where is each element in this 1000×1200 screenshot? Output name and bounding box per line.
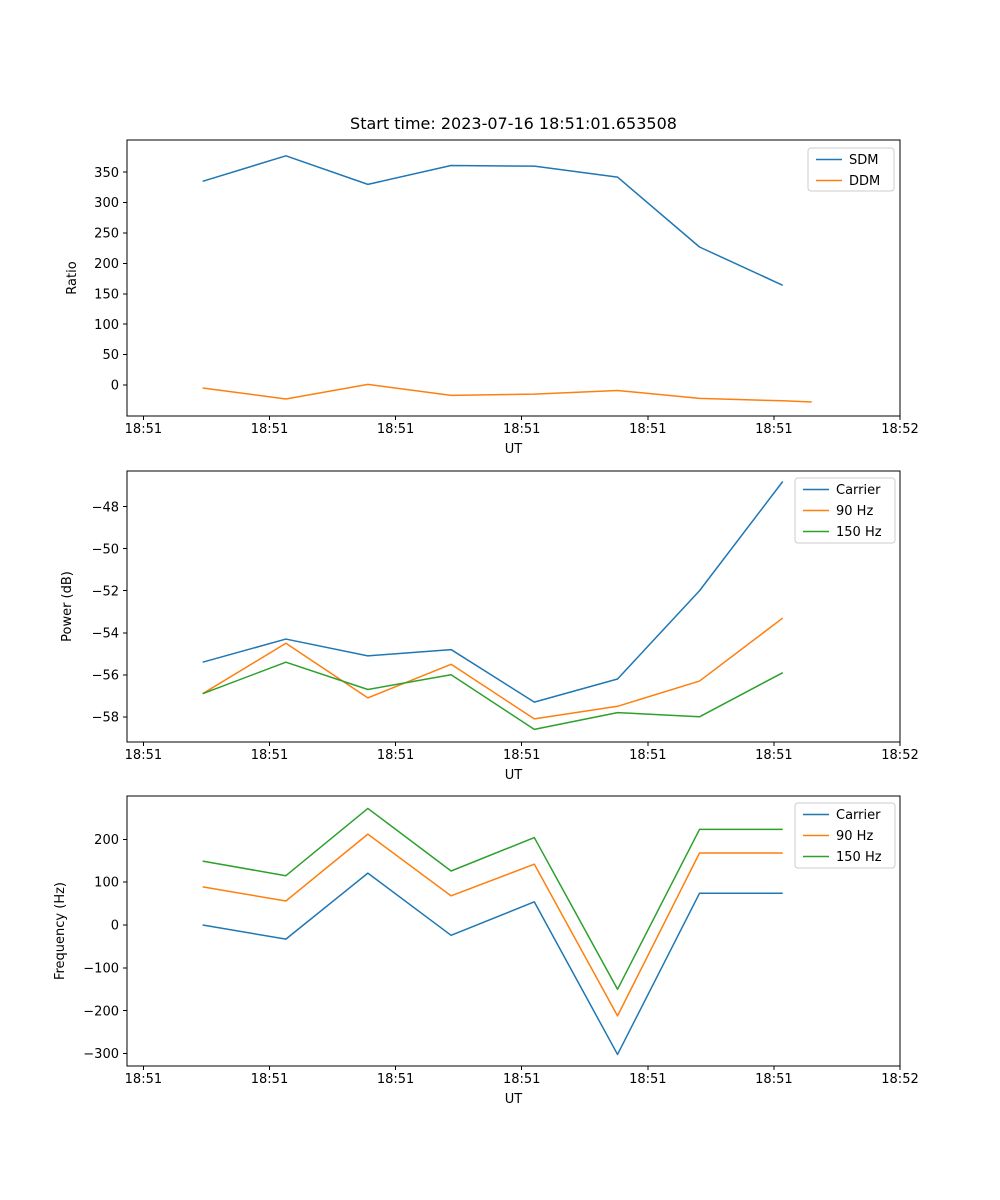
x-tick-label: 18:51 bbox=[503, 422, 540, 437]
y-tick-label: 200 bbox=[94, 257, 119, 272]
x-tick-label: 18:51 bbox=[503, 1072, 540, 1087]
y-tick-label: 300 bbox=[94, 196, 119, 211]
x-tick-label: 18:51 bbox=[377, 1072, 414, 1087]
carrier-line bbox=[202, 481, 784, 703]
ddm-line bbox=[202, 383, 812, 403]
axes-frame bbox=[126, 470, 901, 743]
x-tick-label: 18:51 bbox=[755, 748, 792, 763]
carrier-line bbox=[202, 872, 783, 1056]
legend-label-150-hz: 150 Hz bbox=[836, 850, 882, 865]
x-tick-label: 18:51 bbox=[251, 422, 288, 437]
legend-label-90-hz: 90 Hz bbox=[836, 829, 873, 844]
x-tick-label: 18:51 bbox=[125, 748, 162, 763]
x-tick-label: 18:52 bbox=[881, 1072, 918, 1087]
legend-label-90-hz: 90 Hz bbox=[836, 504, 873, 519]
x-tick-label: 18:51 bbox=[377, 748, 414, 763]
90-hz-line bbox=[202, 833, 783, 1017]
x-tick-label: 18:51 bbox=[125, 422, 162, 437]
x-tick-label: 18:51 bbox=[755, 422, 792, 437]
y-tick-label: 150 bbox=[94, 287, 119, 302]
x-tick-label: 18:52 bbox=[881, 422, 918, 437]
x-axis-label: UT bbox=[505, 768, 523, 783]
sdm-line bbox=[202, 155, 784, 286]
x-tick-label: 18:51 bbox=[251, 748, 288, 763]
y-tick-label: 0 bbox=[111, 919, 119, 934]
y-tick-label: 250 bbox=[94, 227, 119, 242]
y-tick-label: 350 bbox=[94, 166, 119, 181]
x-tick-label: 18:51 bbox=[503, 748, 540, 763]
y-tick-label: −54 bbox=[92, 626, 119, 641]
y-tick-label: 100 bbox=[94, 318, 119, 333]
x-tick-label: 18:52 bbox=[881, 748, 918, 763]
y-tick-label: −56 bbox=[92, 668, 119, 683]
axes-frame bbox=[126, 139, 901, 417]
axes-frame bbox=[126, 795, 901, 1067]
legend-label-150-hz: 150 Hz bbox=[836, 525, 882, 540]
x-tick-label: 18:51 bbox=[755, 1072, 792, 1087]
x-tick-label: 18:51 bbox=[251, 1072, 288, 1087]
legend-label-ddm: DDM bbox=[849, 174, 880, 189]
y-tick-label: −300 bbox=[83, 1047, 119, 1062]
y-tick-label: −58 bbox=[92, 710, 119, 725]
legend-label-sdm: SDM bbox=[849, 153, 878, 168]
x-tick-label: 18:51 bbox=[125, 1072, 162, 1087]
legend-label-carrier: Carrier bbox=[836, 483, 881, 498]
y-axis-label: Power (dB) bbox=[60, 571, 75, 642]
90-hz-line bbox=[202, 617, 784, 720]
y-tick-label: 200 bbox=[94, 833, 119, 848]
x-axis-label: UT bbox=[505, 1092, 523, 1107]
x-tick-label: 18:51 bbox=[629, 422, 666, 437]
figure-title: Start time: 2023-07-16 18:51:01.653508 bbox=[350, 114, 677, 133]
150-hz-line bbox=[202, 807, 783, 991]
y-tick-label: 0 bbox=[111, 379, 119, 394]
y-tick-label: −100 bbox=[83, 961, 119, 976]
150-hz-line bbox=[202, 661, 784, 731]
y-tick-label: −50 bbox=[92, 542, 119, 557]
y-tick-label: −52 bbox=[92, 584, 119, 599]
legend-box bbox=[794, 477, 896, 544]
y-axis-label: Frequency (Hz) bbox=[53, 882, 68, 980]
legend-label-carrier: Carrier bbox=[836, 808, 881, 823]
x-tick-label: 18:51 bbox=[629, 1072, 666, 1087]
y-tick-label: −200 bbox=[83, 1004, 119, 1019]
y-axis-label: Ratio bbox=[65, 261, 80, 294]
y-tick-label: 50 bbox=[102, 348, 119, 363]
y-tick-label: 100 bbox=[94, 876, 119, 891]
x-axis-label: UT bbox=[505, 442, 523, 457]
legend-box bbox=[794, 802, 896, 869]
x-tick-label: 18:51 bbox=[377, 422, 414, 437]
x-tick-label: 18:51 bbox=[629, 748, 666, 763]
y-tick-label: −48 bbox=[92, 500, 119, 515]
